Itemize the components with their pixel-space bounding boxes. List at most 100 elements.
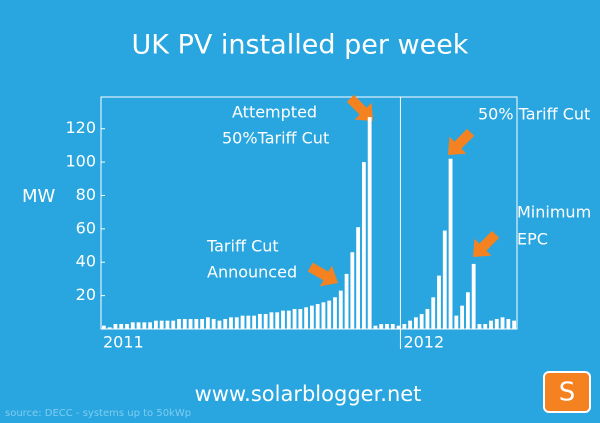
bar <box>223 318 228 329</box>
bar <box>188 318 193 329</box>
bar <box>373 325 378 329</box>
y-tick-label: 60 <box>76 218 96 237</box>
annotation: Minimum <box>517 203 591 222</box>
bar <box>182 318 187 329</box>
bar <box>200 318 205 329</box>
bar <box>454 315 459 329</box>
bar <box>269 312 274 329</box>
bar <box>321 302 326 329</box>
bar <box>275 312 280 329</box>
bar <box>361 162 366 329</box>
bar <box>257 313 262 329</box>
bar <box>367 117 372 329</box>
bar <box>396 325 401 329</box>
plot-frame <box>100 96 518 330</box>
bar <box>113 323 118 329</box>
annotation: 50% Tariff Cut <box>478 105 590 124</box>
bar <box>107 327 112 329</box>
logo <box>543 371 591 413</box>
bar <box>390 323 395 329</box>
bar <box>304 307 309 329</box>
annotation: Tariff Cut <box>206 237 279 256</box>
bar <box>130 322 135 329</box>
bar <box>413 317 418 329</box>
bar <box>252 315 257 329</box>
bar <box>477 323 482 329</box>
bar <box>211 318 216 329</box>
bar <box>431 297 436 329</box>
bar <box>286 310 291 329</box>
bar <box>344 273 349 329</box>
y-tick-label: 100 <box>65 152 96 171</box>
source: source: DECC - systems up to 50kWp <box>5 408 191 419</box>
bar <box>205 317 210 329</box>
bar <box>506 318 511 329</box>
logo-text: S <box>559 378 576 408</box>
arrow <box>307 262 338 287</box>
bar <box>385 323 389 329</box>
y-tick-label: 120 <box>65 118 96 137</box>
bar <box>177 318 181 329</box>
y-axis-label: MW <box>22 186 56 207</box>
bar <box>246 315 251 329</box>
bar <box>333 297 337 329</box>
annotation: Announced <box>207 263 297 282</box>
y-tick-label: 20 <box>76 285 96 304</box>
y-tick-label: 80 <box>76 185 96 204</box>
chart-title: UK PV installed per week <box>132 30 469 61</box>
arrow <box>346 94 373 121</box>
bar <box>148 322 153 329</box>
bar <box>263 313 268 329</box>
bar <box>125 323 129 329</box>
bar <box>500 317 505 329</box>
website: www.solarblogger.net <box>195 382 422 406</box>
bar <box>101 325 106 329</box>
bar <box>229 317 233 329</box>
bar <box>494 318 499 329</box>
bar <box>171 320 176 329</box>
bar <box>379 323 384 329</box>
bar <box>448 158 453 329</box>
bar <box>471 263 476 329</box>
bar <box>460 305 465 329</box>
arrow <box>473 230 500 257</box>
bar <box>512 320 517 329</box>
bar <box>437 275 441 329</box>
bar <box>442 230 447 329</box>
bar <box>142 322 147 329</box>
bar <box>234 317 239 329</box>
x-tick-label: 2012 <box>403 333 444 352</box>
bar <box>419 313 424 329</box>
bar <box>315 303 320 329</box>
bar <box>281 310 285 329</box>
arrow <box>448 128 475 155</box>
bar <box>327 300 332 329</box>
bar <box>298 308 303 329</box>
bar <box>338 290 343 329</box>
bar <box>350 252 355 329</box>
bar <box>194 318 199 329</box>
bar <box>402 323 407 329</box>
bar <box>165 320 170 329</box>
bar <box>483 323 488 329</box>
bar <box>425 308 430 329</box>
bar <box>356 227 361 329</box>
bar <box>465 292 470 329</box>
arrows <box>307 94 500 287</box>
bar <box>292 308 297 329</box>
bar <box>136 322 141 329</box>
bar <box>408 320 413 329</box>
annotation: EPC <box>517 230 548 249</box>
bar <box>240 315 245 329</box>
bar <box>489 320 493 329</box>
bar <box>309 305 314 329</box>
bar <box>159 320 164 329</box>
bar <box>217 320 222 329</box>
annotation: Attempted <box>232 103 317 122</box>
bar <box>153 320 158 329</box>
x-tick-label: 2011 <box>103 333 144 352</box>
y-tick-label: 40 <box>76 252 96 271</box>
bar <box>119 323 124 329</box>
annotation: 50%Tariff Cut <box>222 129 329 148</box>
